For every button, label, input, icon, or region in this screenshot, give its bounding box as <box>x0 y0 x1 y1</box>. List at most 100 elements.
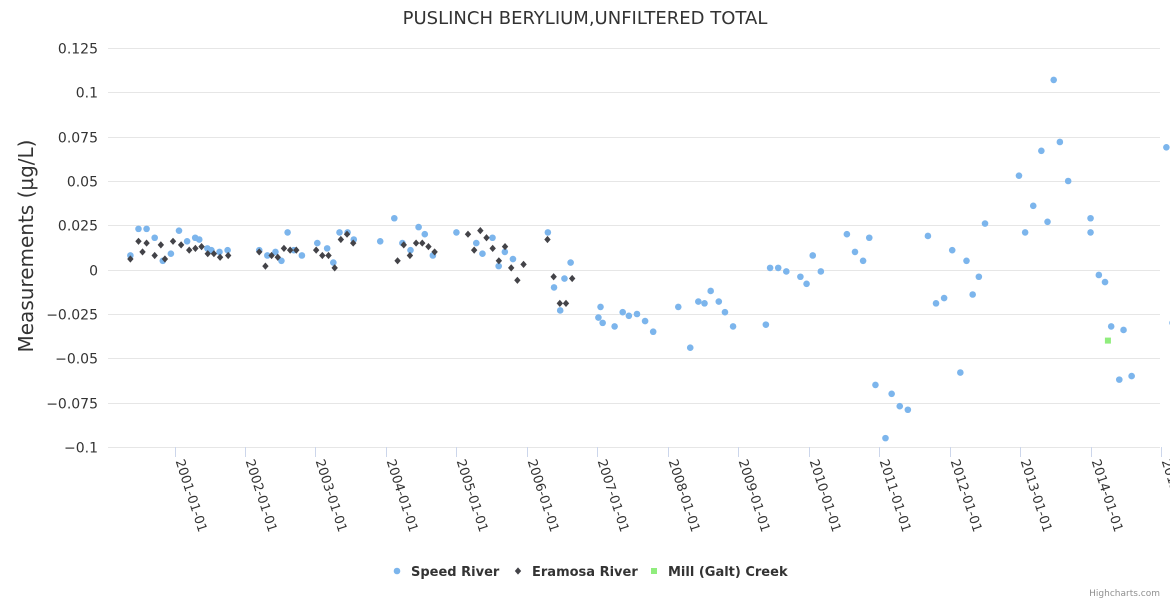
data-point[interactable] <box>224 246 231 254</box>
data-point[interactable] <box>1021 229 1029 236</box>
data-point[interactable] <box>561 275 568 282</box>
data-point[interactable] <box>406 251 414 260</box>
data-point[interactable] <box>1064 177 1072 185</box>
data-point[interactable] <box>407 246 414 254</box>
data-point[interactable] <box>161 255 169 263</box>
data-point[interactable] <box>224 251 232 260</box>
data-point[interactable] <box>924 232 932 240</box>
data-point[interactable] <box>809 252 817 259</box>
data-point[interactable] <box>177 241 185 249</box>
data-point[interactable] <box>599 319 606 327</box>
legend-symbol[interactable] <box>651 568 657 574</box>
data-point[interactable] <box>1050 76 1058 84</box>
data-point[interactable] <box>556 299 564 307</box>
data-point[interactable] <box>766 264 774 272</box>
data-point[interactable] <box>157 241 165 249</box>
data-point[interactable] <box>843 230 851 238</box>
data-point[interactable] <box>797 273 804 281</box>
data-point[interactable] <box>143 239 150 247</box>
data-point[interactable] <box>472 239 480 247</box>
data-point[interactable] <box>495 262 502 270</box>
data-point[interactable] <box>284 229 291 236</box>
data-point[interactable] <box>1056 138 1064 146</box>
data-point[interactable] <box>262 262 269 270</box>
data-point[interactable] <box>167 250 175 258</box>
data-point[interactable] <box>314 239 321 247</box>
data-point[interactable] <box>762 321 770 328</box>
data-point[interactable] <box>425 243 432 251</box>
data-point[interactable] <box>597 303 604 311</box>
data-point[interactable] <box>1128 372 1135 380</box>
data-point[interactable] <box>274 253 281 261</box>
data-point[interactable] <box>477 227 484 235</box>
data-point[interactable] <box>135 225 142 233</box>
data-point[interactable] <box>419 239 426 247</box>
legend-symbol[interactable] <box>514 567 522 575</box>
data-point[interactable] <box>701 300 708 307</box>
data-point[interactable] <box>470 246 478 254</box>
data-point[interactable] <box>483 234 490 242</box>
data-point[interactable] <box>544 229 552 236</box>
data-point[interactable] <box>817 268 825 275</box>
data-point[interactable] <box>453 229 460 236</box>
data-point[interactable] <box>376 237 384 245</box>
data-point[interactable] <box>139 248 146 256</box>
data-point[interactable] <box>729 323 737 330</box>
data-point[interactable] <box>508 264 515 272</box>
data-point[interactable] <box>888 390 895 398</box>
data-point[interactable] <box>412 239 420 247</box>
data-point[interactable] <box>1087 229 1094 236</box>
data-point[interactable] <box>501 243 509 251</box>
data-point[interactable] <box>331 264 338 272</box>
data-point[interactable] <box>479 250 486 258</box>
data-point[interactable] <box>489 234 496 242</box>
data-point[interactable] <box>721 308 729 316</box>
data-point[interactable] <box>293 246 300 254</box>
data-point[interactable] <box>948 246 956 254</box>
data-point[interactable] <box>143 225 150 233</box>
data-point[interactable] <box>264 252 271 259</box>
data-point[interactable] <box>489 244 496 252</box>
data-point[interactable] <box>390 214 398 222</box>
data-point[interactable] <box>568 274 576 283</box>
data-point[interactable] <box>803 280 810 288</box>
data-point[interactable] <box>963 257 970 265</box>
data-point[interactable] <box>514 276 521 284</box>
data-point[interactable] <box>210 250 218 258</box>
data-point[interactable] <box>151 234 158 242</box>
data-point[interactable] <box>198 243 205 251</box>
data-point[interactable] <box>882 434 889 442</box>
data-point[interactable] <box>169 237 177 245</box>
data-point[interactable] <box>520 260 527 268</box>
data-point[interactable] <box>501 248 509 256</box>
data-point[interactable] <box>135 237 142 245</box>
data-point[interactable] <box>872 381 879 389</box>
data-point[interactable] <box>957 369 964 376</box>
data-point[interactable] <box>851 248 859 256</box>
data-point[interactable] <box>715 298 723 305</box>
legend-item[interactable]: Mill (Galt) Creek <box>651 565 788 580</box>
data-point[interactable] <box>595 314 602 321</box>
data-point[interactable] <box>394 257 401 265</box>
data-point[interactable] <box>562 299 570 307</box>
data-point[interactable] <box>981 220 989 227</box>
data-point[interactable] <box>1038 147 1045 155</box>
data-point[interactable] <box>865 234 873 242</box>
data-point[interactable] <box>550 273 557 281</box>
data-point[interactable] <box>641 317 649 325</box>
data-point[interactable] <box>127 255 134 263</box>
legend-item[interactable]: Eramosa River <box>514 565 639 580</box>
legend-item[interactable]: Speed River <box>393 565 500 580</box>
data-point[interactable] <box>896 402 904 410</box>
data-point[interactable] <box>183 237 191 245</box>
data-point[interactable] <box>1101 278 1109 286</box>
data-point[interactable] <box>400 241 407 249</box>
data-point[interactable] <box>1115 376 1123 383</box>
data-point[interactable] <box>1015 172 1023 179</box>
data-point[interactable] <box>774 264 782 272</box>
data-point[interactable] <box>431 248 438 256</box>
legend-symbol[interactable] <box>393 567 401 575</box>
data-point[interactable] <box>509 255 517 263</box>
data-point[interactable] <box>298 252 306 259</box>
data-point[interactable] <box>343 230 351 238</box>
